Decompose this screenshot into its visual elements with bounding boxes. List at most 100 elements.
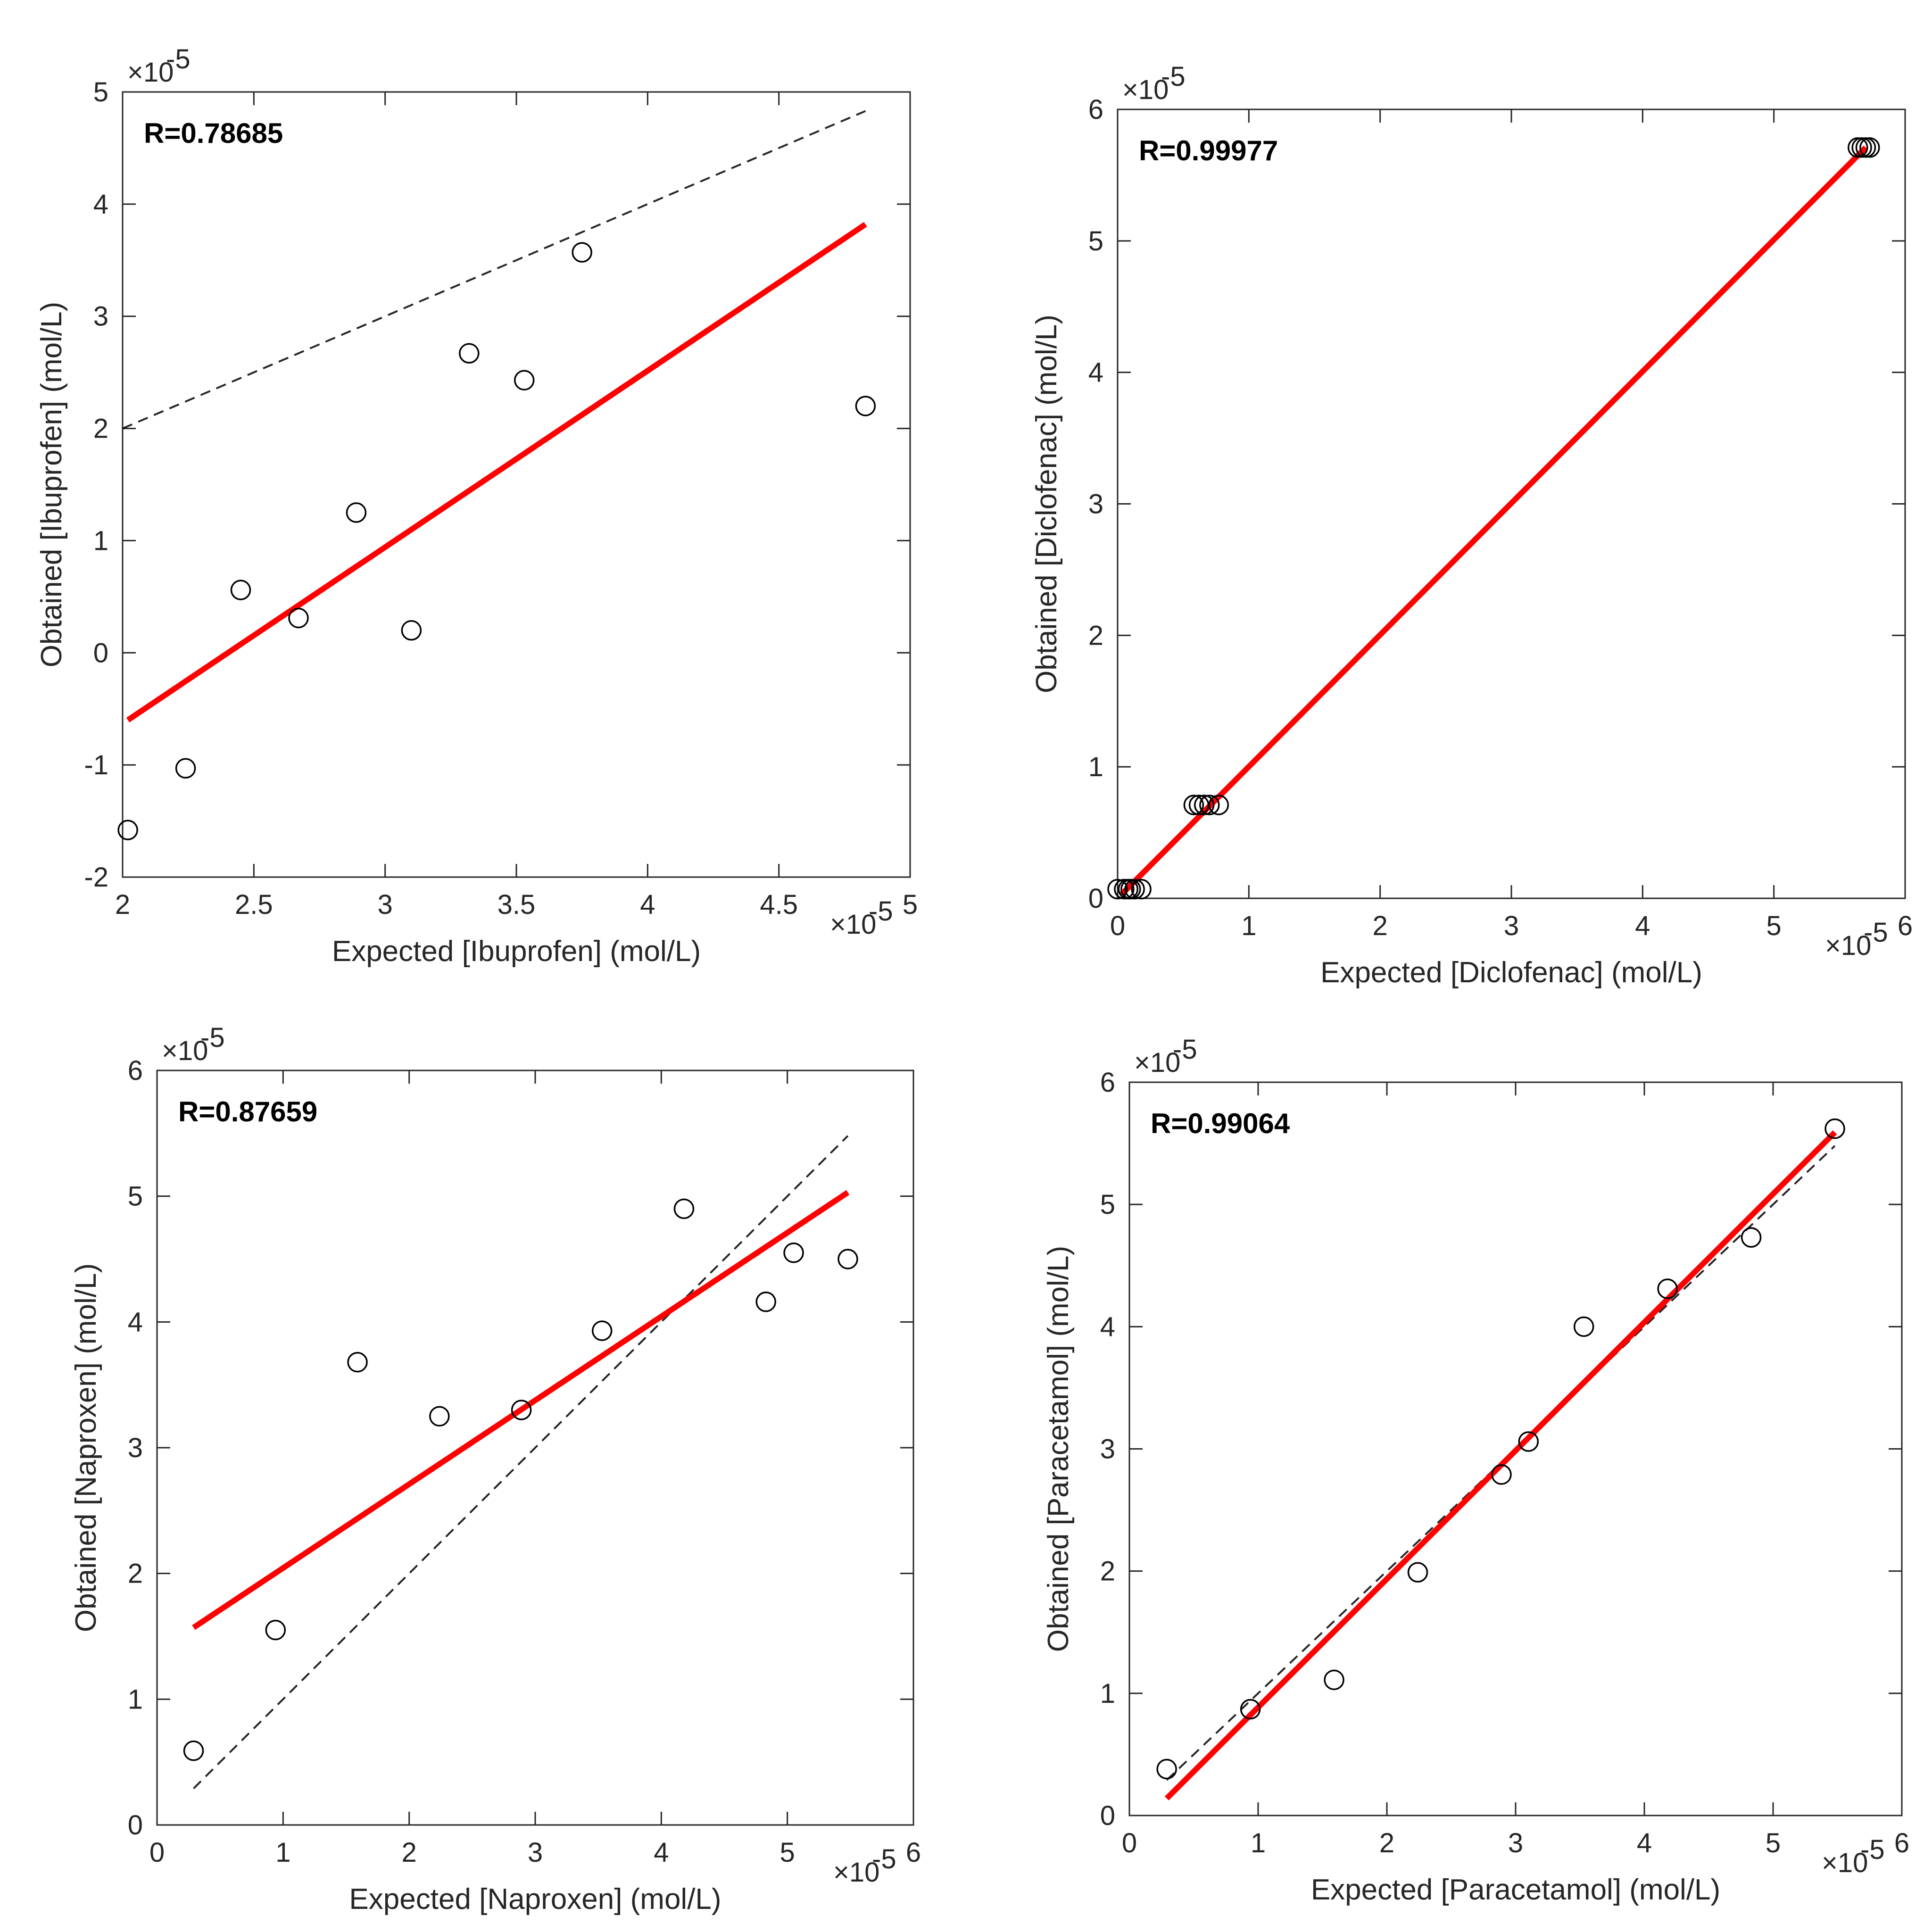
y-tick-label: 2: [1100, 1556, 1115, 1587]
y-tick-label: -2: [84, 862, 108, 893]
y-tick-label: 4: [128, 1307, 143, 1337]
y-exponent-label: -5: [1173, 1034, 1197, 1065]
data-point: [175, 758, 196, 779]
x-axis-label: Expected [Naproxen] (mol/L): [349, 1883, 721, 1915]
data-point: [1741, 1227, 1762, 1248]
x-tick-label: 5: [780, 1837, 795, 1868]
x-tick-label: 4: [640, 889, 655, 920]
x-tick-label: 5: [1766, 911, 1782, 941]
data-point: [855, 396, 876, 416]
x-axis-label: Expected [Paracetamol] (mol/L): [1311, 1874, 1720, 1906]
y-tick-label: 1: [1088, 752, 1103, 782]
y-tick-label: 0: [93, 638, 108, 668]
y-multiplier-label: ×10: [1122, 75, 1169, 105]
x-tick-label: 6: [1894, 1828, 1909, 1858]
data-point: [1183, 795, 1204, 815]
data-point: [230, 580, 251, 600]
x-exponent-label: -5: [869, 896, 893, 927]
y-tick-label: 3: [128, 1433, 143, 1463]
x-tick-label: 3: [378, 889, 393, 920]
data-point: [572, 242, 592, 263]
data-point: [1208, 795, 1229, 815]
regression-fit-line: [1119, 145, 1868, 896]
x-tick-label: 0: [1122, 1828, 1137, 1858]
x-tick-label: 3: [1508, 1828, 1523, 1858]
data-point: [1518, 1431, 1539, 1452]
y-tick-label: 6: [128, 1055, 143, 1086]
correlation-label: R=0.87659: [178, 1096, 317, 1128]
x-tick-label: 2: [115, 889, 130, 920]
y-tick-label: 5: [1100, 1189, 1115, 1220]
data-point: [117, 820, 138, 840]
x-tick-label: 6: [1898, 911, 1913, 941]
data-point: [288, 607, 309, 629]
chart-panel-2: 0 1 2 3 4 5 6 0 1 2 3 4 5 6 Expected [Diclofenac] (mol…: [1030, 61, 1913, 989]
x-tick-label: 1: [275, 1837, 290, 1868]
x-tick-label: 3: [528, 1837, 543, 1868]
correlation-label: R=0.78685: [144, 117, 283, 149]
data-point: [1324, 1669, 1344, 1691]
x-tick-label: 5: [1766, 1828, 1781, 1858]
x-exponent-label: -5: [872, 1844, 896, 1874]
y-tick-label: 5: [128, 1181, 143, 1212]
x-tick-label: 5: [903, 889, 918, 920]
data-point: [1573, 1316, 1594, 1337]
data-point: [1199, 795, 1220, 815]
x-exponent-label: -5: [1864, 917, 1888, 948]
data-point: [1131, 879, 1152, 900]
y-tick-label: 5: [93, 77, 108, 108]
data-point: [1156, 1758, 1177, 1780]
data-point: [346, 502, 367, 523]
data-point: [183, 1740, 204, 1761]
identity-dashed-line: [193, 1135, 849, 1790]
x-tick-label: 2: [402, 1837, 417, 1868]
y-multiplier-label: ×10: [1134, 1047, 1180, 1078]
correlation-label: R=0.99064: [1151, 1108, 1290, 1139]
y-axis-label: Obtained [Ibuprofen] (mol/L): [35, 302, 68, 667]
y-tick-label: 1: [128, 1684, 143, 1715]
data-point: [1407, 1562, 1428, 1583]
x-exponent-label: -5: [1860, 1834, 1885, 1865]
x-tick-label: 1: [1251, 1828, 1266, 1858]
data-point: [401, 620, 422, 641]
y-tick-label: 0: [128, 1810, 143, 1841]
chart-panel-4: 0 1 2 3 4 5 6 0 1 2 3 4 5 6 Expected [Paracetamol] (mo…: [1042, 1034, 1909, 1906]
y-tick-label: 1: [93, 525, 108, 556]
y-tick-label: 4: [1100, 1311, 1115, 1342]
x-multiplier-label: ×10: [1822, 1848, 1868, 1878]
x-tick-label: 3: [1504, 911, 1519, 941]
data-point: [511, 1400, 532, 1420]
x-tick-label: 4: [654, 1837, 669, 1868]
data-point: [347, 1352, 368, 1373]
y-multiplier-label: ×10: [162, 1036, 208, 1066]
y-axis-label: Obtained [Diclofenac] (mol/L): [1030, 315, 1063, 693]
data-point: [1107, 879, 1128, 900]
data-point: [591, 1320, 613, 1341]
correlation-label: R=0.99977: [1139, 135, 1278, 166]
y-exponent-label: -5: [166, 44, 191, 75]
data-point: [1657, 1278, 1678, 1299]
x-tick-label: 4.5: [760, 889, 798, 920]
x-axis-label: Expected [Ibuprofen] (mol/L): [332, 935, 701, 968]
y-tick-label: 6: [1088, 94, 1103, 125]
x-tick-label: 4: [1637, 1828, 1652, 1858]
x-tick-label: 0: [149, 1837, 165, 1868]
regression-fit-line: [192, 1190, 850, 1630]
y-tick-label: 6: [1100, 1067, 1115, 1098]
data-point: [837, 1249, 858, 1269]
y-exponent-label: -5: [1161, 61, 1186, 92]
x-tick-label: 4: [1635, 911, 1650, 941]
y-tick-label: 3: [93, 301, 108, 332]
x-multiplier-label: ×10: [1825, 930, 1871, 961]
data-point: [1859, 137, 1880, 158]
data-point: [1491, 1464, 1512, 1485]
x-tick-label: 2: [1373, 911, 1388, 941]
x-tick-label: 0: [1110, 911, 1125, 941]
data-point: [1194, 795, 1215, 815]
x-tick-label: 3.5: [498, 889, 536, 920]
x-tick-label: 2.5: [235, 889, 273, 920]
y-tick-label: 2: [1088, 620, 1103, 651]
data-point: [1240, 1699, 1261, 1720]
data-point: [265, 1619, 286, 1641]
